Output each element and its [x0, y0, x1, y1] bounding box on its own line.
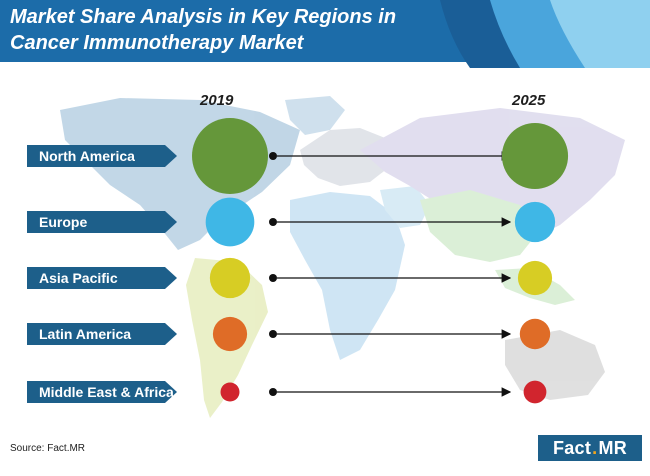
arrow-start-dot	[269, 388, 277, 396]
page-title: Market Share Analysis in Key Regions in …	[10, 4, 480, 56]
bubble-2019	[212, 316, 248, 352]
region-label: North America	[39, 148, 135, 164]
logo-mr: MR	[598, 437, 628, 458]
year-heading-2019: 2019	[200, 92, 234, 109]
region-label-tag	[27, 381, 177, 403]
region-label: Middle East & Africa	[39, 384, 174, 400]
title-line-2: Cancer Immunotherapy Market	[10, 32, 304, 54]
factmr-logo: Fact. MR	[538, 435, 642, 461]
region-label-tag	[27, 211, 177, 233]
east-asia-shape	[420, 190, 540, 262]
arrow-start-dot	[269, 218, 277, 226]
greenland-shape	[285, 96, 345, 135]
middle-east-shape	[380, 186, 430, 228]
bubble-2019	[209, 257, 251, 299]
bubble-2025	[517, 260, 553, 296]
africa-shape	[290, 192, 405, 360]
bubble-2025	[501, 122, 569, 190]
bubble-2019	[220, 382, 240, 402]
region-label-tag	[27, 267, 177, 289]
bubble-2019	[205, 197, 255, 247]
region-label-tag	[27, 145, 177, 167]
logo-dot: .	[592, 437, 598, 458]
title-line-1: Market Share Analysis in Key Regions in	[10, 6, 397, 28]
header-background	[0, 0, 650, 68]
header-banner: Market Share Analysis in Key Regions in …	[0, 0, 650, 68]
bubble-2025	[519, 318, 551, 350]
region-label: Latin America	[39, 326, 131, 342]
bubble-2025	[523, 380, 547, 404]
europe-shape	[300, 128, 390, 186]
source-note: Source: Fact.MR	[10, 443, 86, 454]
year-heading-2025: 2025	[512, 92, 546, 109]
bubble-2025	[514, 201, 556, 243]
logo-fact: Fact	[552, 437, 592, 458]
region-label: Asia Pacific	[39, 270, 118, 286]
bubble-2019	[192, 118, 268, 194]
region-label: Europe	[39, 214, 87, 230]
region-label-tag	[27, 323, 177, 345]
arrow-start-dot	[269, 330, 277, 338]
arrow-start-dot	[269, 274, 277, 282]
arrow-start-dot	[269, 152, 277, 160]
